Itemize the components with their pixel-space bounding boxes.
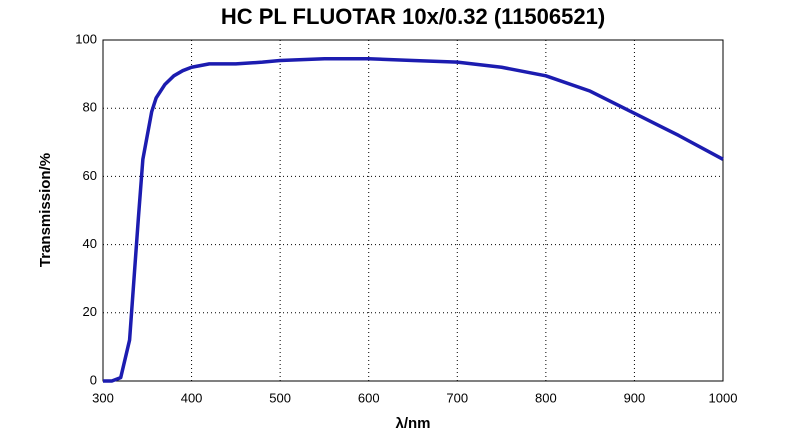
x-tick-label: 800 [535, 390, 557, 405]
y-tick-label: 40 [83, 236, 97, 251]
plot-frame [102, 39, 724, 382]
y-tick-label: 20 [83, 304, 97, 319]
x-axis-label: λ/nm [395, 415, 430, 432]
x-tick-label: 700 [446, 390, 468, 405]
x-tick-label: 900 [624, 390, 646, 405]
y-tick-label: 100 [75, 31, 97, 46]
x-tick-label: 300 [92, 390, 114, 405]
y-axis-label: Transmission/% [37, 153, 54, 267]
chart-title: HC PL FLUOTAR 10x/0.32 (11506521) [221, 4, 605, 29]
y-tick-label: 60 [83, 168, 97, 183]
x-tick-label: 400 [181, 390, 203, 405]
x-tick-label: 500 [269, 390, 291, 405]
y-tick-label: 0 [90, 372, 97, 387]
x-tick-label: 1000 [709, 390, 738, 405]
y-tick-label: 80 [83, 100, 97, 115]
x-tick-label: 600 [358, 390, 380, 405]
data-line [103, 57, 724, 383]
